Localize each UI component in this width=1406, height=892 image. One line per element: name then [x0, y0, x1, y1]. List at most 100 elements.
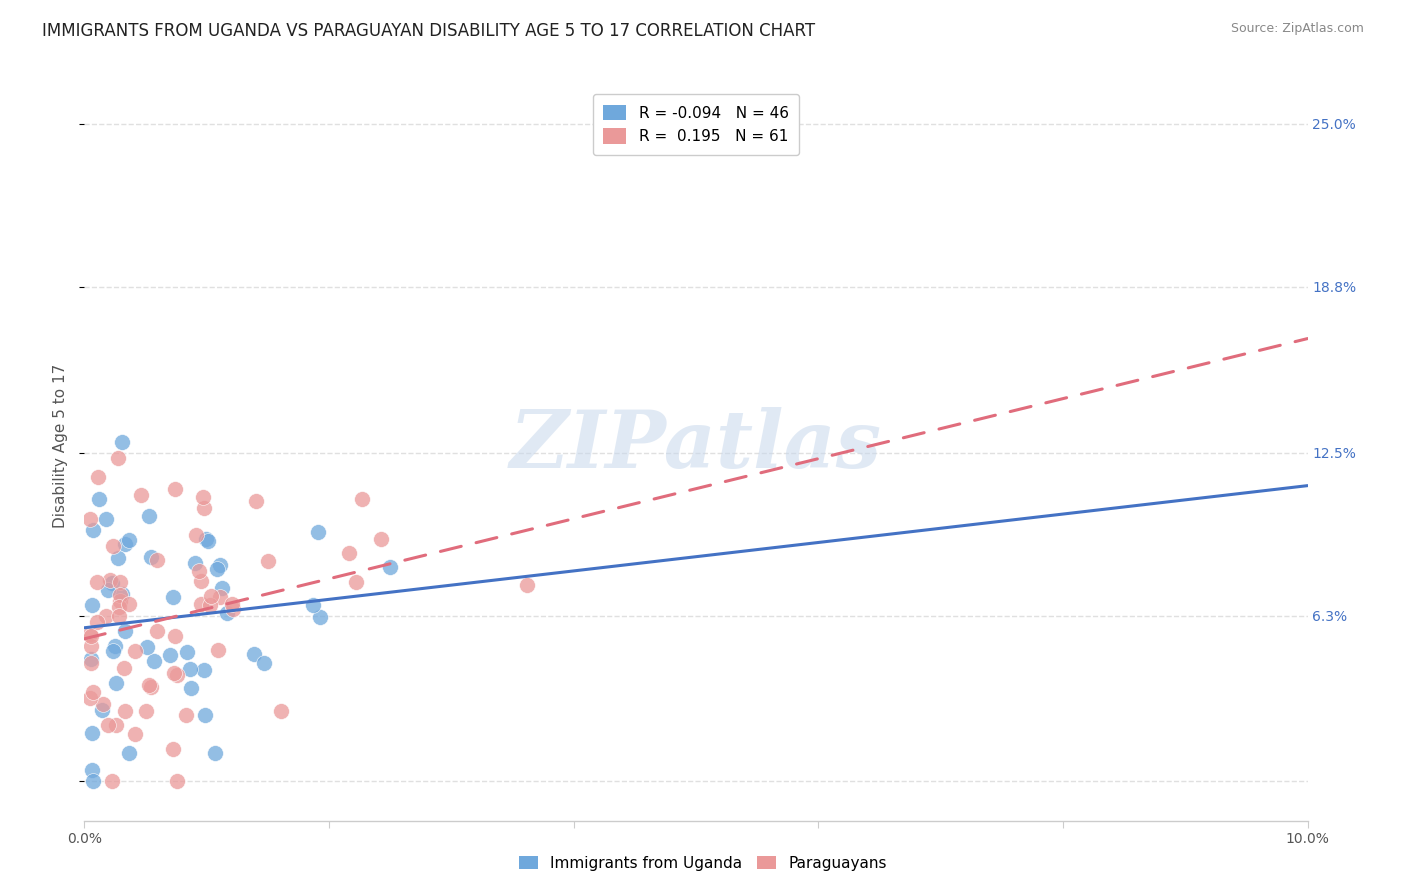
Point [221, 597, 243, 611]
Point [184, 557, 207, 571]
Point [108, 609, 131, 624]
Point [86, 615, 108, 629]
Point [302, 598, 325, 612]
Point [163, 665, 186, 680]
Point [195, 532, 218, 546]
Point [80, 639, 103, 653]
Point [114, 537, 136, 551]
Point [516, 578, 538, 592]
Point [139, 681, 162, 695]
Point [204, 746, 226, 760]
Point [352, 492, 374, 507]
Point [162, 590, 184, 604]
Point [209, 590, 232, 604]
Point [200, 589, 222, 603]
Point [82, 685, 104, 699]
Point [101, 774, 124, 789]
Point [96, 608, 118, 623]
Point [103, 644, 125, 658]
Point [205, 562, 228, 576]
Point [105, 718, 128, 732]
Point [200, 598, 222, 612]
Point [87, 469, 110, 483]
Point [118, 598, 141, 612]
Point [191, 490, 214, 504]
Point [111, 587, 134, 601]
Point [197, 534, 219, 549]
Point [215, 606, 238, 620]
Point [187, 564, 209, 578]
Point [112, 661, 135, 675]
Point [162, 742, 184, 756]
Point [93, 697, 115, 711]
Point [101, 540, 124, 554]
Point [207, 643, 229, 657]
Point [135, 705, 157, 719]
Point [180, 681, 202, 696]
Point [138, 509, 160, 524]
Point [253, 657, 276, 671]
Point [190, 574, 212, 589]
Point [108, 594, 131, 608]
Point [190, 597, 212, 611]
Point [163, 483, 186, 497]
Point [86, 574, 108, 589]
Point [124, 726, 146, 740]
Point [104, 640, 127, 654]
Point [118, 533, 141, 548]
Point [176, 645, 198, 659]
Point [82, 774, 104, 789]
Point [370, 533, 392, 547]
Point [80, 726, 103, 740]
Point [308, 610, 330, 624]
Point [131, 488, 153, 502]
Point [107, 600, 129, 615]
Point [80, 598, 103, 612]
Point [82, 524, 104, 538]
Point [209, 558, 232, 573]
Point [193, 663, 215, 677]
Point [79, 627, 101, 641]
Point [337, 546, 360, 560]
Point [98, 574, 121, 588]
Point [145, 553, 167, 567]
Point [82, 763, 104, 777]
Point [179, 662, 201, 676]
Point [245, 494, 267, 508]
Point [124, 643, 146, 657]
Point [97, 718, 120, 732]
Point [79, 512, 101, 526]
Point [243, 647, 266, 661]
Point [378, 560, 401, 574]
Point [111, 435, 134, 450]
Point [142, 654, 165, 668]
Point [108, 574, 131, 589]
Point [193, 500, 215, 515]
Point [211, 581, 233, 595]
Legend: Immigrants from Uganda, Paraguayans: Immigrants from Uganda, Paraguayans [515, 851, 891, 875]
Point [270, 704, 292, 718]
Point [118, 746, 141, 760]
Point [138, 678, 160, 692]
Point [165, 629, 187, 643]
Text: IMMIGRANTS FROM UGANDA VS PARAGUAYAN DISABILITY AGE 5 TO 17 CORRELATION CHART: IMMIGRANTS FROM UGANDA VS PARAGUAYAN DIS… [42, 22, 815, 40]
Point [184, 528, 207, 542]
Point [166, 668, 188, 682]
Point [141, 549, 163, 564]
Point [194, 708, 217, 723]
Point [257, 554, 280, 568]
Point [107, 450, 129, 465]
Point [80, 652, 103, 666]
Point [136, 640, 159, 654]
Point [344, 574, 367, 589]
Point [104, 676, 127, 690]
Point [146, 624, 169, 639]
Y-axis label: Disability Age 5 to 17: Disability Age 5 to 17 [53, 364, 69, 528]
Point [96, 512, 118, 526]
Point [100, 576, 122, 591]
Point [79, 691, 101, 706]
Point [114, 704, 136, 718]
Legend: R = -0.094   N = 46, R =  0.195   N = 61: R = -0.094 N = 46, R = 0.195 N = 61 [593, 94, 799, 155]
Point [222, 601, 245, 615]
Text: Source: ZipAtlas.com: Source: ZipAtlas.com [1230, 22, 1364, 36]
